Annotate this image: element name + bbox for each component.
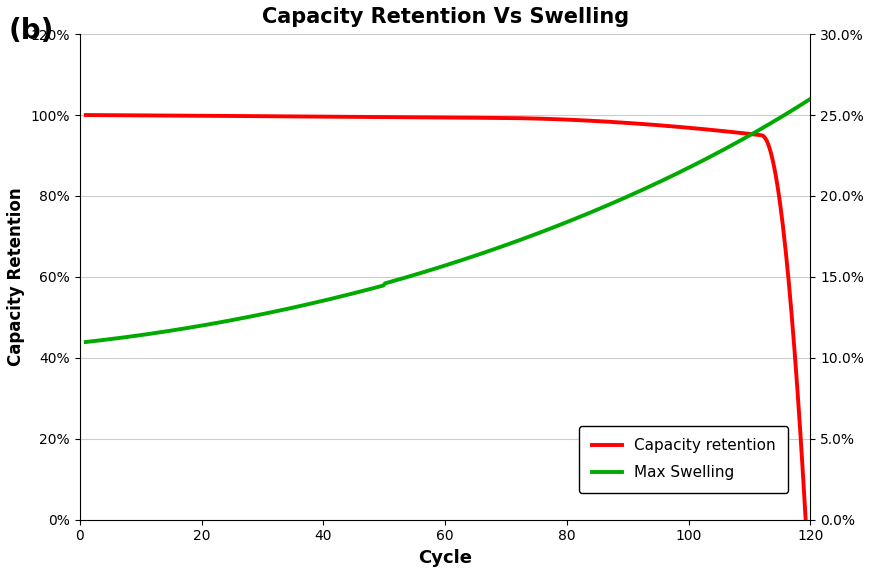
Max Swelling	[473, 251, 483, 258]
Max Swelling	[425, 267, 436, 274]
Max Swelling	[81, 339, 91, 346]
Line: Max Swelling: Max Swelling	[86, 99, 810, 342]
Capacity retention	[674, 123, 685, 130]
Legend: Capacity retention, Max Swelling: Capacity retention, Max Swelling	[579, 426, 788, 492]
Capacity retention	[429, 114, 440, 121]
Y-axis label: Capacity Retention: Capacity Retention	[7, 188, 25, 366]
Capacity retention	[81, 111, 91, 118]
Title: Capacity Retention Vs Swelling: Capacity Retention Vs Swelling	[261, 7, 629, 27]
Max Swelling	[787, 106, 798, 113]
Text: (b): (b)	[9, 17, 54, 45]
Max Swelling	[429, 265, 440, 272]
Max Swelling	[674, 169, 685, 176]
Max Swelling	[805, 95, 815, 102]
Capacity retention	[473, 114, 483, 121]
X-axis label: Cycle: Cycle	[418, 549, 472, 567]
Max Swelling	[512, 238, 523, 245]
Capacity retention	[787, 328, 798, 335]
Capacity retention	[512, 115, 523, 122]
Capacity retention	[425, 114, 436, 121]
Line: Capacity retention: Capacity retention	[86, 115, 810, 574]
